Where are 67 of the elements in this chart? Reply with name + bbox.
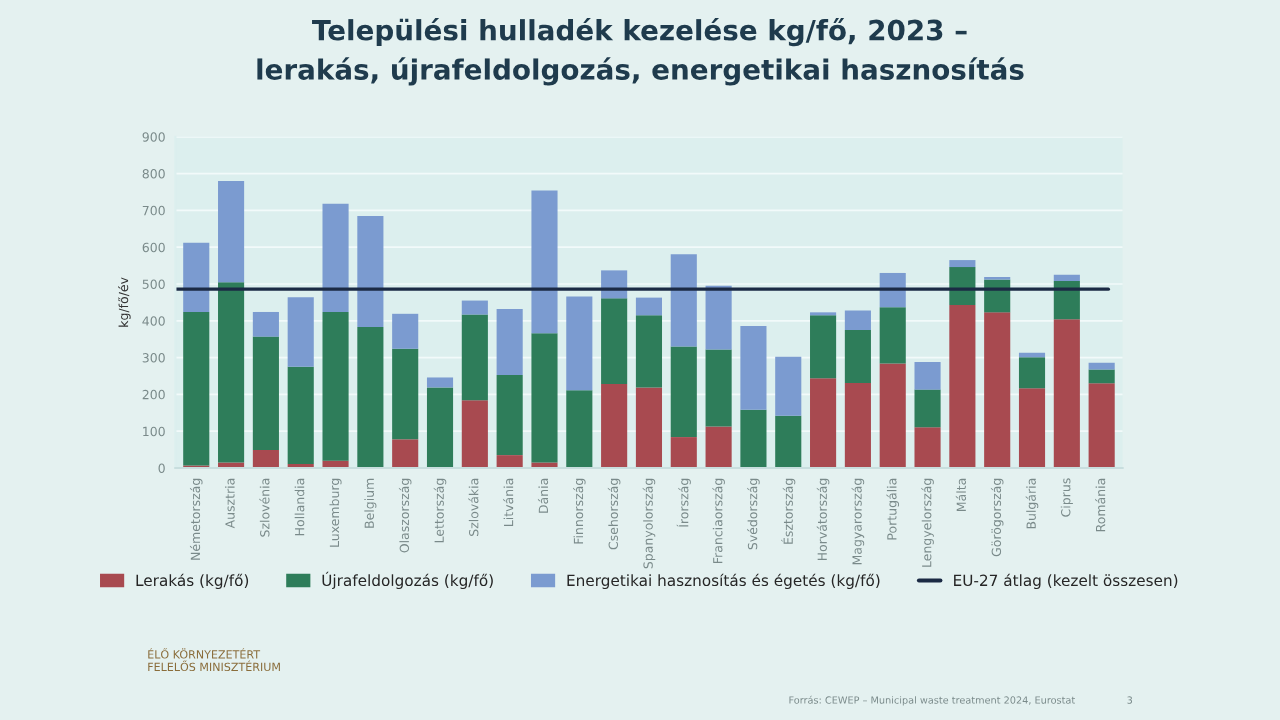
bar: [183, 311, 210, 466]
bar: [810, 315, 837, 379]
bar: [1053, 274, 1080, 282]
bar: [252, 449, 279, 468]
bar: [844, 382, 871, 468]
bar: [984, 312, 1011, 468]
bar: [392, 439, 419, 468]
bar: [879, 363, 906, 468]
bar: [810, 378, 837, 468]
bar: [218, 282, 245, 463]
bar: [287, 297, 314, 367]
bar: [218, 462, 245, 468]
bar: [914, 389, 941, 428]
bar: [914, 427, 941, 468]
bar: [357, 215, 384, 328]
bar: [1088, 383, 1115, 468]
bar: [670, 254, 697, 347]
bar: [531, 333, 558, 463]
bar: [879, 307, 906, 364]
bar: [705, 285, 732, 350]
bar: [705, 349, 732, 427]
bar: [949, 260, 976, 268]
bar: [183, 242, 210, 312]
chart-title: Települési hulladék kezelése kg/fő, 2023 – lerakás, újrafeldolgozás, energetikai hasznosítás: [257, 18, 1024, 86]
bar: [322, 203, 349, 312]
bar: [322, 311, 349, 461]
bar: [566, 390, 593, 468]
bar: [635, 297, 663, 316]
bar: [775, 356, 802, 416]
bar: [1018, 388, 1046, 468]
bar: [844, 310, 871, 330]
bar: [461, 314, 488, 401]
bar: [670, 437, 697, 468]
bar: [426, 387, 454, 468]
bar: [914, 362, 941, 390]
bar: [1088, 369, 1115, 384]
bar: [1053, 319, 1080, 468]
bar: [1088, 362, 1115, 370]
bar: [496, 374, 523, 456]
bar: [601, 298, 628, 385]
bar: [392, 313, 419, 349]
bar: [392, 348, 419, 440]
bar: [844, 330, 871, 383]
bar: [670, 346, 697, 438]
bar: [496, 455, 523, 468]
bar: [531, 462, 558, 468]
bar: [461, 300, 488, 315]
bar: [426, 377, 454, 388]
bar: [1018, 357, 1046, 389]
bar: [705, 426, 732, 468]
bar: [635, 387, 663, 468]
bar: [740, 409, 767, 468]
bar: [601, 384, 628, 468]
bar: [461, 400, 488, 468]
bar: [566, 296, 593, 391]
bar: [949, 304, 976, 468]
bar: [287, 366, 314, 464]
bar: [252, 336, 279, 450]
bar: [635, 315, 663, 388]
bar: [357, 327, 384, 468]
bar: [1018, 352, 1046, 358]
bar: [740, 325, 767, 410]
bar: [775, 415, 802, 468]
bar: [531, 190, 558, 334]
bar: [218, 180, 245, 283]
bar: [252, 311, 279, 337]
bar: [496, 309, 523, 375]
